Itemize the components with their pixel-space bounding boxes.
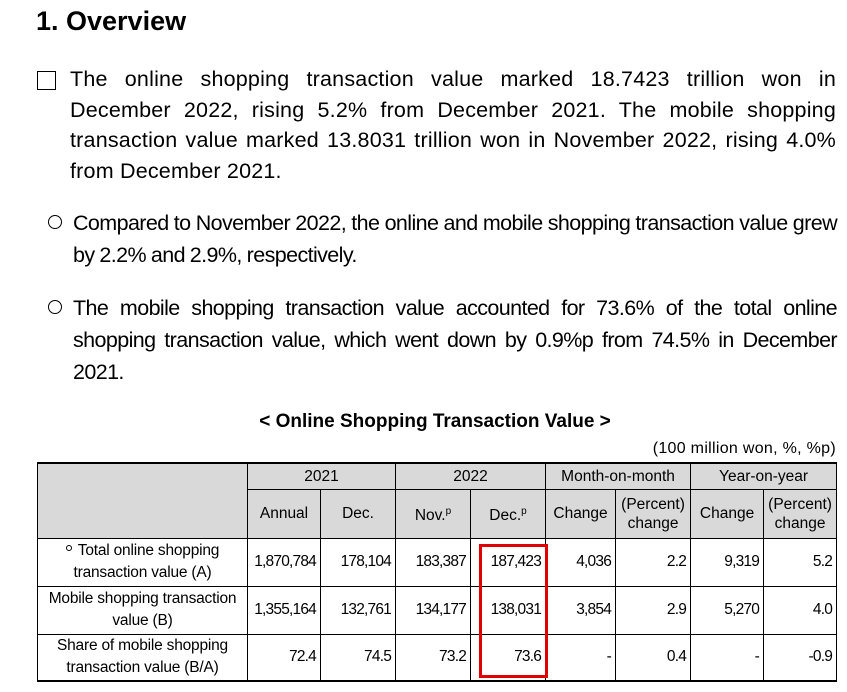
table-cell: 2.9: [615, 585, 692, 635]
column-header: Annual: [247, 488, 321, 539]
checkbox-bullet: [37, 71, 56, 90]
row-label: Total online shopping transaction value …: [73, 542, 220, 581]
table-cell: 1,870,784: [247, 537, 321, 587]
table-cell: 72.4: [247, 633, 321, 682]
table-cell: 183,387: [395, 537, 472, 587]
header-group: Month-on-month: [545, 462, 692, 490]
column-label: (Percent) change: [621, 495, 685, 532]
row-label: Mobile shopping transaction value (B): [48, 590, 237, 629]
table-unit: (100 million won, %, %p): [652, 440, 836, 457]
column-header: (Percent) change: [763, 488, 838, 539]
column-header: Nov.p: [395, 488, 472, 539]
paragraph: The mobile shopping transaction value ac…: [73, 296, 838, 384]
header-group: 2022: [395, 462, 547, 490]
table-cell: 5.2: [763, 537, 838, 587]
row-label-cell: Mobile shopping transaction value (B): [37, 585, 248, 635]
column-label: Change: [699, 505, 755, 522]
table-cell: 0.4: [615, 633, 692, 682]
table-cell: 74.5: [319, 633, 397, 682]
table-cell: -: [545, 633, 617, 682]
header-group: Year-on-year: [690, 462, 838, 490]
column-label: Dec.: [489, 507, 522, 525]
table-cell: 5,270: [690, 585, 765, 635]
row-label-cell: Share of mobile shopping transaction val…: [37, 633, 248, 682]
column-label: Change: [553, 505, 608, 522]
column-label: Nov.: [414, 507, 446, 525]
column-superscript: p: [521, 505, 527, 517]
header-group: 2021: [246, 462, 397, 490]
row-label: Share of mobile shopping transaction val…: [57, 637, 228, 677]
table-row: Total online shopping transaction value …: [37, 537, 838, 587]
table-cell: -0.9: [763, 633, 838, 682]
table-cell: 2.2: [615, 537, 692, 587]
row-bullet: [65, 545, 72, 551]
table-cell: 138,031: [470, 585, 547, 635]
table-cell: 134,177: [395, 585, 472, 635]
column-label: (Percent) change: [768, 495, 832, 532]
column-header: Dec.: [319, 488, 397, 539]
circle-bullet: [48, 215, 62, 229]
highlight-box: [479, 544, 548, 678]
column-superscript: p: [445, 505, 452, 517]
table-cell: 73.2: [395, 633, 472, 682]
column-header: Change: [545, 488, 617, 539]
paragraph: The online shopping transaction value ma…: [70, 67, 836, 183]
column-label: Annual: [259, 505, 309, 522]
column-label: Dec.: [342, 505, 374, 522]
table-row: Share of mobile shopping transaction val…: [37, 633, 838, 682]
table-title: < Online Shopping Transaction Value >: [259, 411, 611, 432]
table-cell: -: [690, 633, 765, 682]
circle-bullet: [48, 300, 62, 314]
table-cell: 178,104: [319, 537, 397, 587]
paragraph: Compared to November 2022, the online an…: [73, 211, 838, 267]
table-cell: 4.0: [763, 585, 838, 635]
table-cell: 1,355,164: [247, 585, 321, 635]
data-table: 2021 2022 Month-on-month Year-on-year An…: [37, 462, 838, 682]
table-cell: 3,854: [545, 585, 617, 635]
column-header: (Percent) change: [615, 488, 692, 539]
table-cell: 4,036: [545, 537, 617, 587]
header-cell: [37, 462, 248, 539]
heading: 1. Overview: [36, 6, 187, 36]
table-cell: 9,319: [690, 537, 765, 587]
row-label-cell: Total online shopping transaction value …: [37, 537, 248, 587]
table-cell: 132,761: [319, 585, 397, 635]
column-header: Dec.p: [470, 488, 547, 539]
column-header: Change: [690, 488, 765, 539]
table-row: Mobile shopping transaction value (B) 1,3…: [37, 585, 838, 635]
